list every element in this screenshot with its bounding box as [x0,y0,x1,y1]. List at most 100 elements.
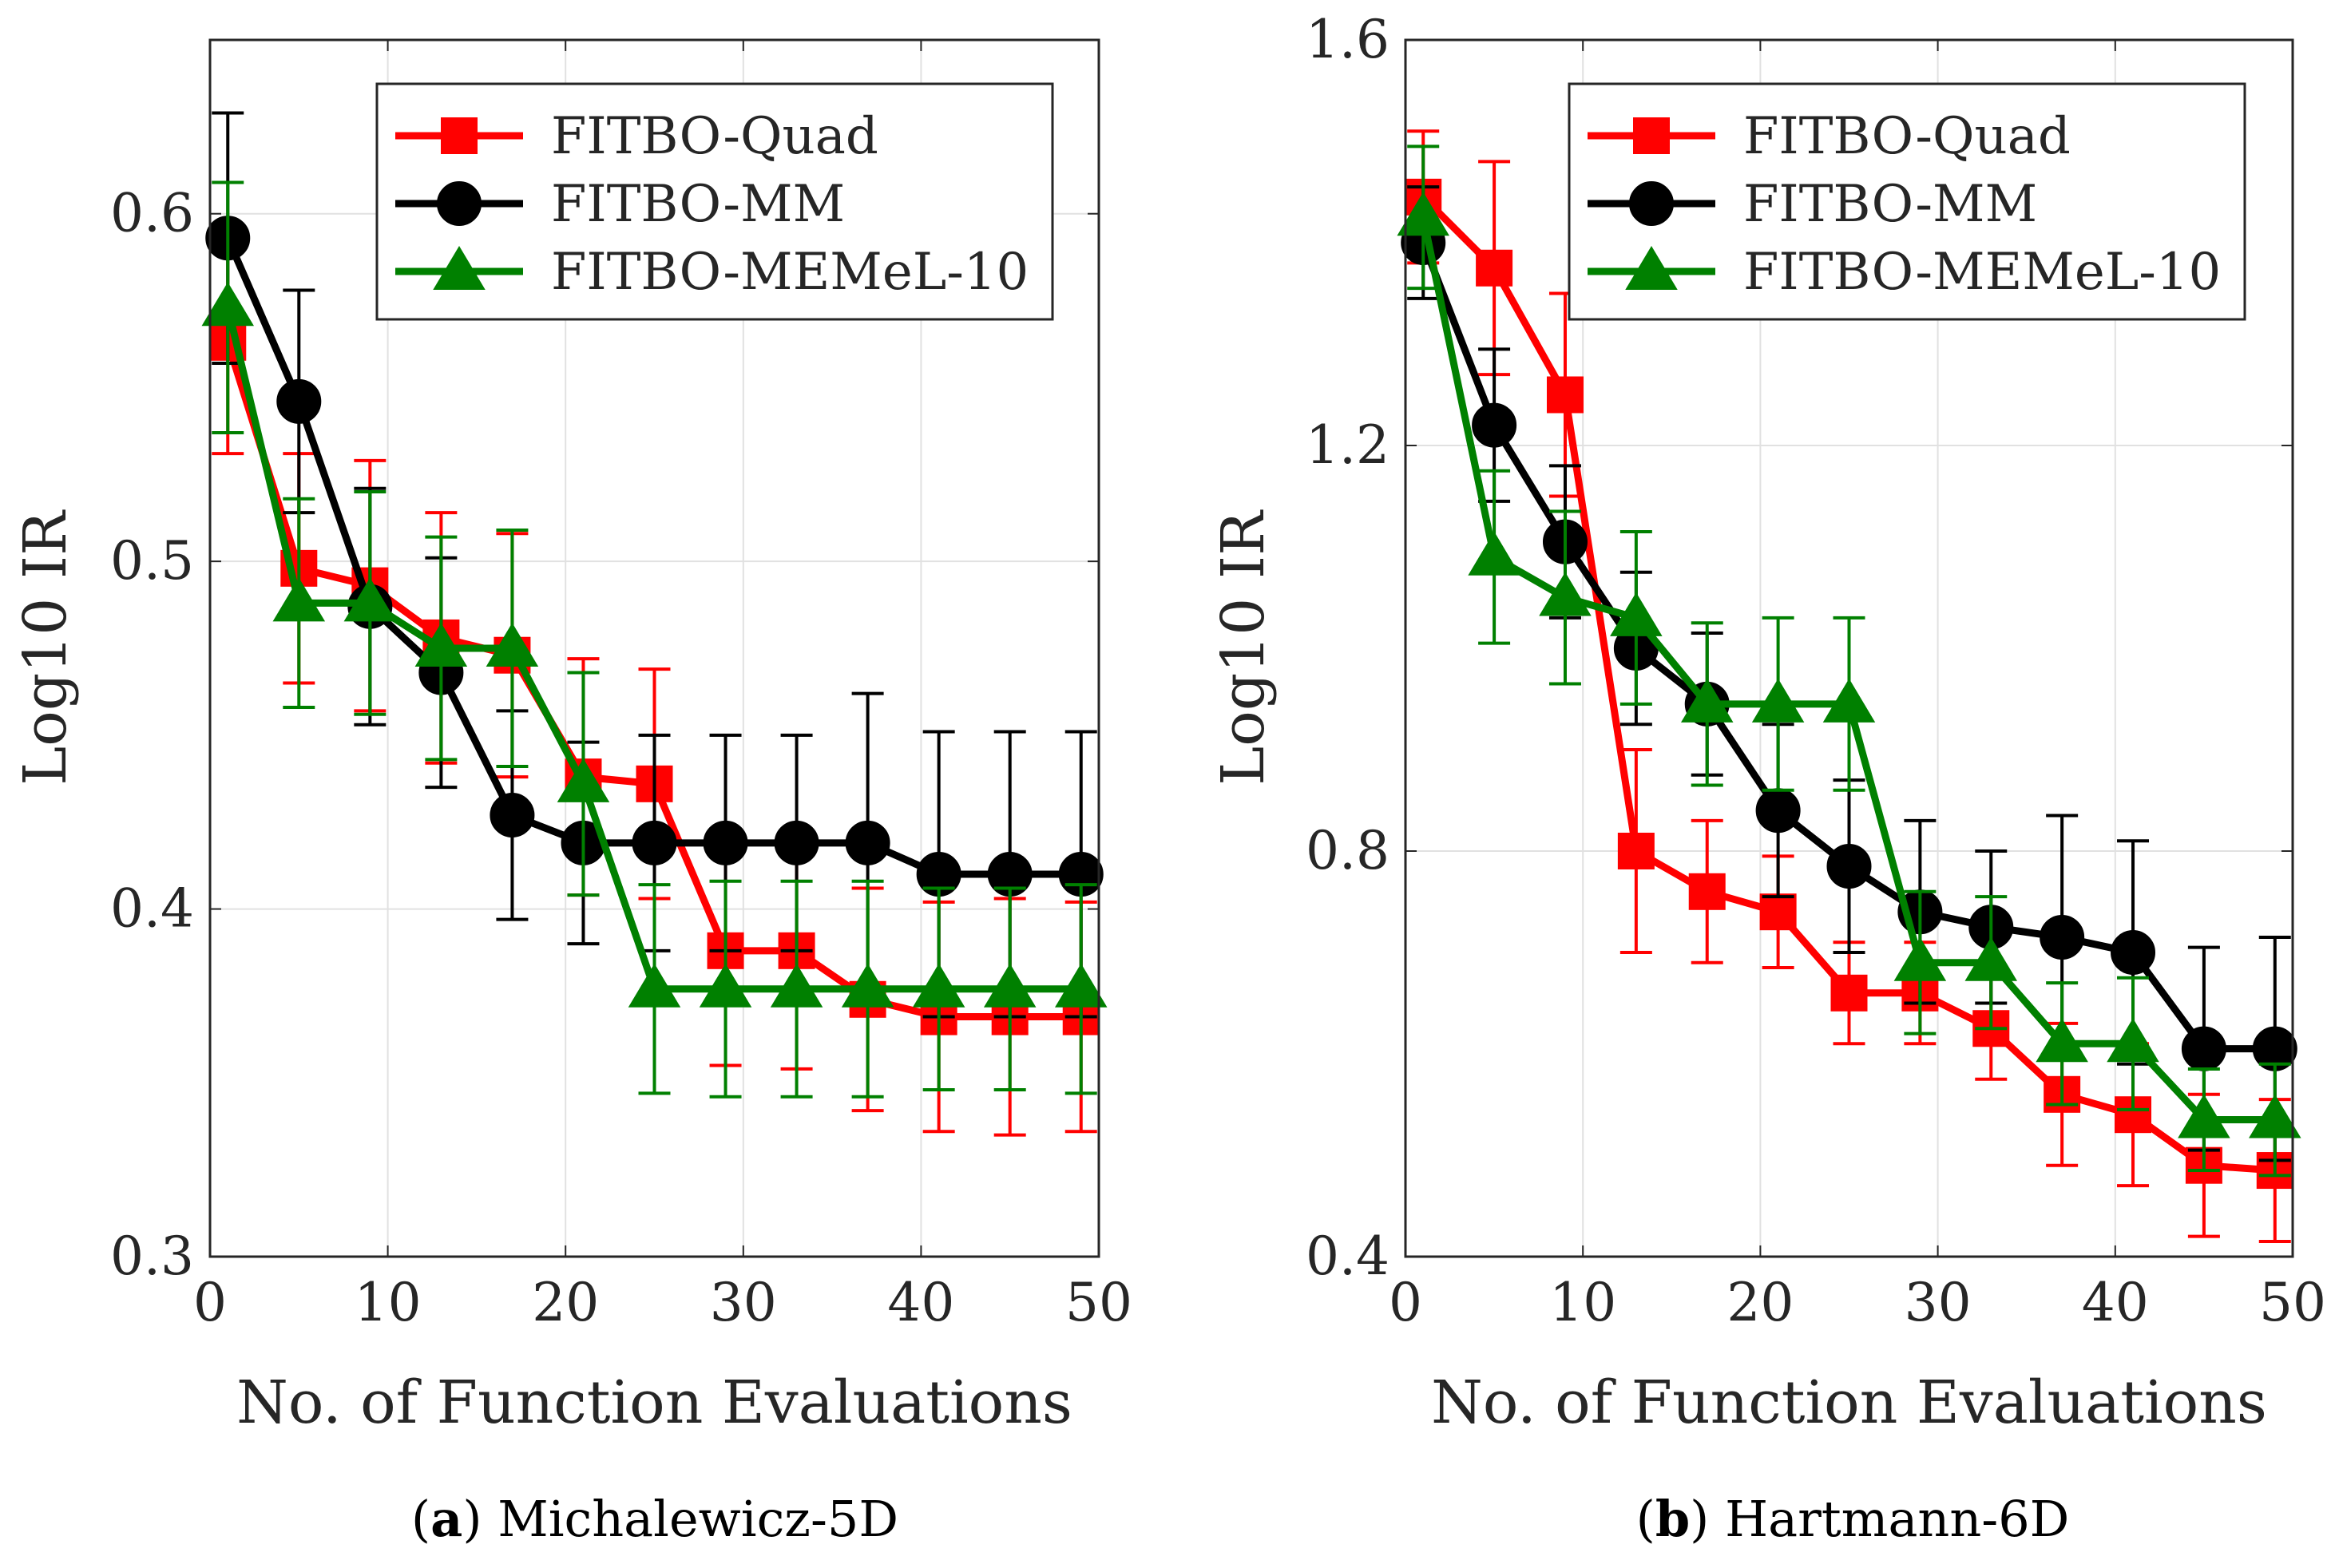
legend-label: FITBO-MM [1743,175,2037,234]
data-point [2178,1094,2230,1138]
legend-label: FITBO-MEMeL-10 [1743,243,2221,302]
x-tick-label: 20 [532,1272,599,1333]
x-tick-label: 0 [193,1272,227,1333]
legend-marker [1625,246,1678,290]
y-tick-label: 0.8 [1306,820,1390,881]
legend-label: FITBO-Quad [551,107,878,166]
data-point [272,577,326,622]
y-axis-label: Log10 IR [11,509,80,786]
legend: FITBO-Quad FITBO-MM FITBO-MEMeL-10 [375,82,1054,321]
data-point [912,963,965,1008]
legend-entry-fitbo-quad: FITBO-Quad [395,107,878,166]
x-tick-label: 40 [2082,1272,2149,1333]
data-point [2040,914,2085,960]
data-point [1759,893,1797,931]
data-point [1893,936,1947,981]
legend-marker [437,181,482,226]
legend-entry-fitbo-mm: FITBO-MM [395,175,845,234]
data-point [557,758,610,802]
data-point [1755,788,1801,833]
data-point [632,820,677,865]
y-tick-labels: 0.4 0.8 1.2 1.6 [1306,9,1390,1287]
data-point [1610,592,1663,636]
x-axis-label: No. of Function Evaluations [1431,1368,2267,1437]
legend-entry-fitbo-mm: FITBO-MM [1588,175,2037,234]
data-point [1468,531,1520,576]
data-point [845,820,890,865]
data-point [486,623,539,667]
data-point [343,577,397,622]
y-tick-label: 0.6 [110,183,194,244]
data-point [2111,930,2156,975]
x-tick-label: 30 [1905,1272,1972,1333]
legend-entry-fitbo-quad: FITBO-Quad [1588,107,2071,166]
data-point [703,820,748,865]
y-tick-labels: 0.3 0.4 0.5 0.6 [110,183,194,1287]
data-point [628,963,681,1008]
series-fitbo-memel-10 [201,180,1108,1099]
y-tick-label: 1.6 [1306,9,1390,70]
data-point [1830,974,1868,1012]
x-tick-label: 50 [1065,1272,1132,1333]
legend-label: FITBO-Quad [1743,107,2071,166]
legend-label: FITBO-MEMeL-10 [551,243,1029,302]
data-point [1688,873,1726,910]
data-point [770,963,823,1008]
panel-letter: b [1655,1490,1690,1548]
data-point [1822,678,1876,723]
data-point [2249,1094,2301,1138]
x-tick-label: 10 [1549,1272,1616,1333]
data-point [1539,572,1592,616]
data-point [774,820,819,865]
data-point [1964,936,2018,981]
x-tick-label: 50 [2259,1272,2326,1333]
data-point [1617,833,1655,869]
legend-entry-fitbo-memel-10: FITBO-MEMeL-10 [1588,243,2221,302]
caption-title: Hartmann-6D [1725,1490,2069,1548]
data-point [276,378,322,424]
data-point [1472,402,1517,448]
data-point [841,963,894,1008]
data-layer [201,111,1108,1137]
data-point [1397,192,1449,236]
data-point [201,282,255,327]
x-tick-label: 40 [887,1272,954,1333]
x-tick-labels: 0 10 20 30 40 50 [1389,1272,2326,1333]
plot-frame [208,38,1100,1258]
x-tick-label: 10 [355,1272,422,1333]
panel-letter: a [430,1490,462,1548]
data-point [1546,376,1584,414]
data-point [699,963,752,1008]
data-point [1680,678,1734,723]
y-tick-label: 0.3 [110,1225,194,1287]
data-point [2181,1026,2226,1071]
x-tick-label: 0 [1389,1272,1422,1333]
y-tick-label: 1.2 [1306,414,1390,476]
x-tick-labels: 0 10 20 30 40 50 [193,1272,1132,1333]
y-tick-label: 0.4 [1306,1225,1390,1287]
chart-hartmann-6d: 0 10 20 30 40 50 0.4 0.8 1.2 1.6 No. of Function… [1209,9,2326,1548]
data-point [1826,844,1872,889]
x-tick-label: 20 [1726,1272,1794,1333]
legend-marker [1629,181,1674,226]
chart-michalewicz-5d: 0 10 20 30 40 50 0.3 0.4 0.5 0.6 No. of Function… [11,38,1132,1548]
legend-marker [433,246,486,290]
legend-label: FITBO-MM [551,175,845,234]
data-point [983,963,1037,1008]
data-point [1476,249,1513,287]
data-point [414,623,468,667]
series-fitbo-memel-10 [1397,145,2301,1178]
panel-caption: (b) Hartmann-6D [1636,1490,2070,1548]
legend-marker [1633,117,1670,154]
y-tick-label: 0.5 [110,530,194,592]
y-tick-label: 0.4 [110,878,194,940]
data-point [490,793,535,838]
caption-title: Michalewicz-5D [498,1490,898,1548]
data-point [2107,1018,2159,1063]
data-point [2036,1018,2088,1063]
panel-caption: (a) Michalewicz-5D [411,1490,898,1548]
data-point [1751,678,1805,723]
data-point [1054,963,1108,1008]
legend-entry-fitbo-memel-10: FITBO-MEMeL-10 [395,243,1029,302]
legend: FITBO-Quad FITBO-MM FITBO-MEMeL-10 [1568,82,2246,321]
